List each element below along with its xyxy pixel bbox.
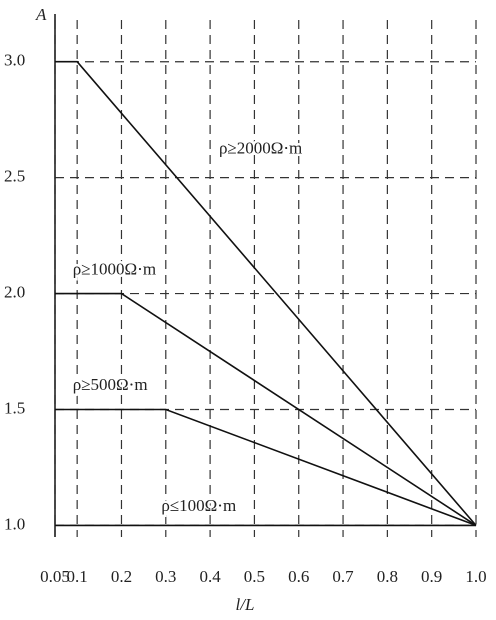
x-tick-label: 0.2 [111,567,132,586]
chart: A l/L 0.050.1 0.2 0.3 0.4 0.5 0.6 0.7 0.8 0.9 1.0… [0,0,496,620]
y-tick-label: 3.0 [4,51,25,70]
series-line [55,409,476,525]
x-tick-label: 0.9 [421,567,442,586]
y-tick-label: 2.0 [4,282,25,301]
series-label: ρ≤100Ω·m [161,496,236,515]
x-tick-label: 0.5 [244,567,265,586]
series-label: ρ≥1000Ω·m [73,259,156,278]
x-tick-label: 0.7 [332,567,354,586]
x-tick-label: 0.1 [67,567,88,586]
x-tick-label: 0.3 [155,567,176,586]
x-axis-title: l/L [236,595,255,614]
x-tick-label: 0.4 [199,567,221,586]
y-tick-label: 2.5 [4,167,25,186]
x-tick-label: 0.6 [288,567,309,586]
series-label: ρ≥500Ω·m [73,375,148,394]
x-tick-label: 0.8 [377,567,398,586]
x-tick-label: 0.05 [40,567,70,586]
x-tick-label: 1.0 [465,567,486,586]
y-tick-label: 1.5 [4,398,25,417]
y-axis-title: A [35,5,47,24]
y-tick-label: 1.0 [4,514,25,533]
series-label: ρ≥2000Ω·m [219,139,302,158]
